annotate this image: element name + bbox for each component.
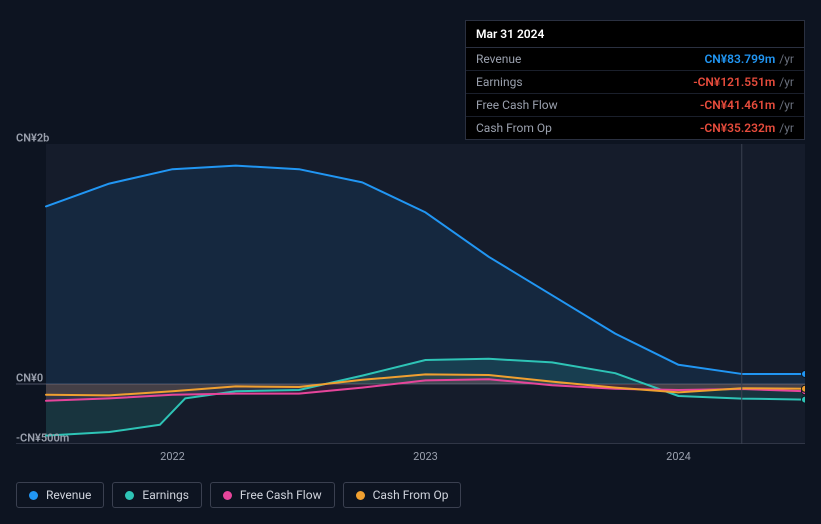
legend-label: Cash From Op: [373, 488, 449, 502]
legend: Revenue Earnings Free Cash Flow Cash From O…: [16, 482, 461, 508]
tooltip-row-label: Earnings: [476, 75, 693, 89]
legend-label: Revenue: [46, 488, 91, 502]
legend-swatch: [125, 491, 134, 500]
legend-label: Free Cash Flow: [240, 488, 322, 502]
tooltip-row: Free Cash Flow-CN¥41.461m/yr: [466, 94, 804, 117]
tooltip-row-value: CN¥83.799m: [704, 52, 775, 66]
legend-swatch: [223, 491, 232, 500]
tooltip-row: RevenueCN¥83.799m/yr: [466, 48, 804, 71]
legend-label: Earnings: [142, 488, 189, 502]
tooltip-row-unit: /yr: [779, 98, 794, 112]
chart-tooltip: Mar 31 2024 RevenueCN¥83.799m/yrEarnings…: [465, 20, 805, 140]
legend-item-revenue[interactable]: Revenue: [16, 482, 104, 508]
tooltip-row-value: -CN¥121.551m: [693, 75, 775, 89]
tooltip-date: Mar 31 2024: [466, 21, 804, 48]
y-axis-tick: CN¥2b: [16, 132, 49, 145]
legend-item-cfo[interactable]: Cash From Op: [343, 482, 462, 508]
tooltip-row-unit: /yr: [779, 52, 794, 66]
tooltip-row-label: Revenue: [476, 52, 704, 66]
x-axis-tick: 2022: [160, 450, 185, 463]
y-axis-tick: CN¥0: [16, 372, 43, 385]
tooltip-row-unit: /yr: [779, 75, 794, 89]
legend-item-fcf[interactable]: Free Cash Flow: [210, 482, 335, 508]
x-axis-tick: 2023: [413, 450, 438, 463]
chart-plot: [16, 144, 805, 444]
legend-item-earnings[interactable]: Earnings: [112, 482, 202, 508]
tooltip-row: Cash From Op-CN¥35.232m/yr: [466, 117, 804, 139]
tooltip-row-unit: /yr: [779, 121, 794, 135]
tooltip-row-value: -CN¥41.461m: [700, 98, 775, 112]
y-axis-tick: -CN¥500m: [16, 432, 69, 445]
x-axis-tick: 2024: [666, 450, 691, 463]
tooltip-row-label: Free Cash Flow: [476, 98, 700, 112]
tooltip-row: Earnings-CN¥121.551m/yr: [466, 71, 804, 94]
legend-swatch: [356, 491, 365, 500]
tooltip-row-value: -CN¥35.232m: [700, 121, 775, 135]
tooltip-row-label: Cash From Op: [476, 121, 700, 135]
legend-swatch: [29, 491, 38, 500]
chart-container: Mar 31 2024 RevenueCN¥83.799m/yrEarnings…: [0, 0, 821, 524]
